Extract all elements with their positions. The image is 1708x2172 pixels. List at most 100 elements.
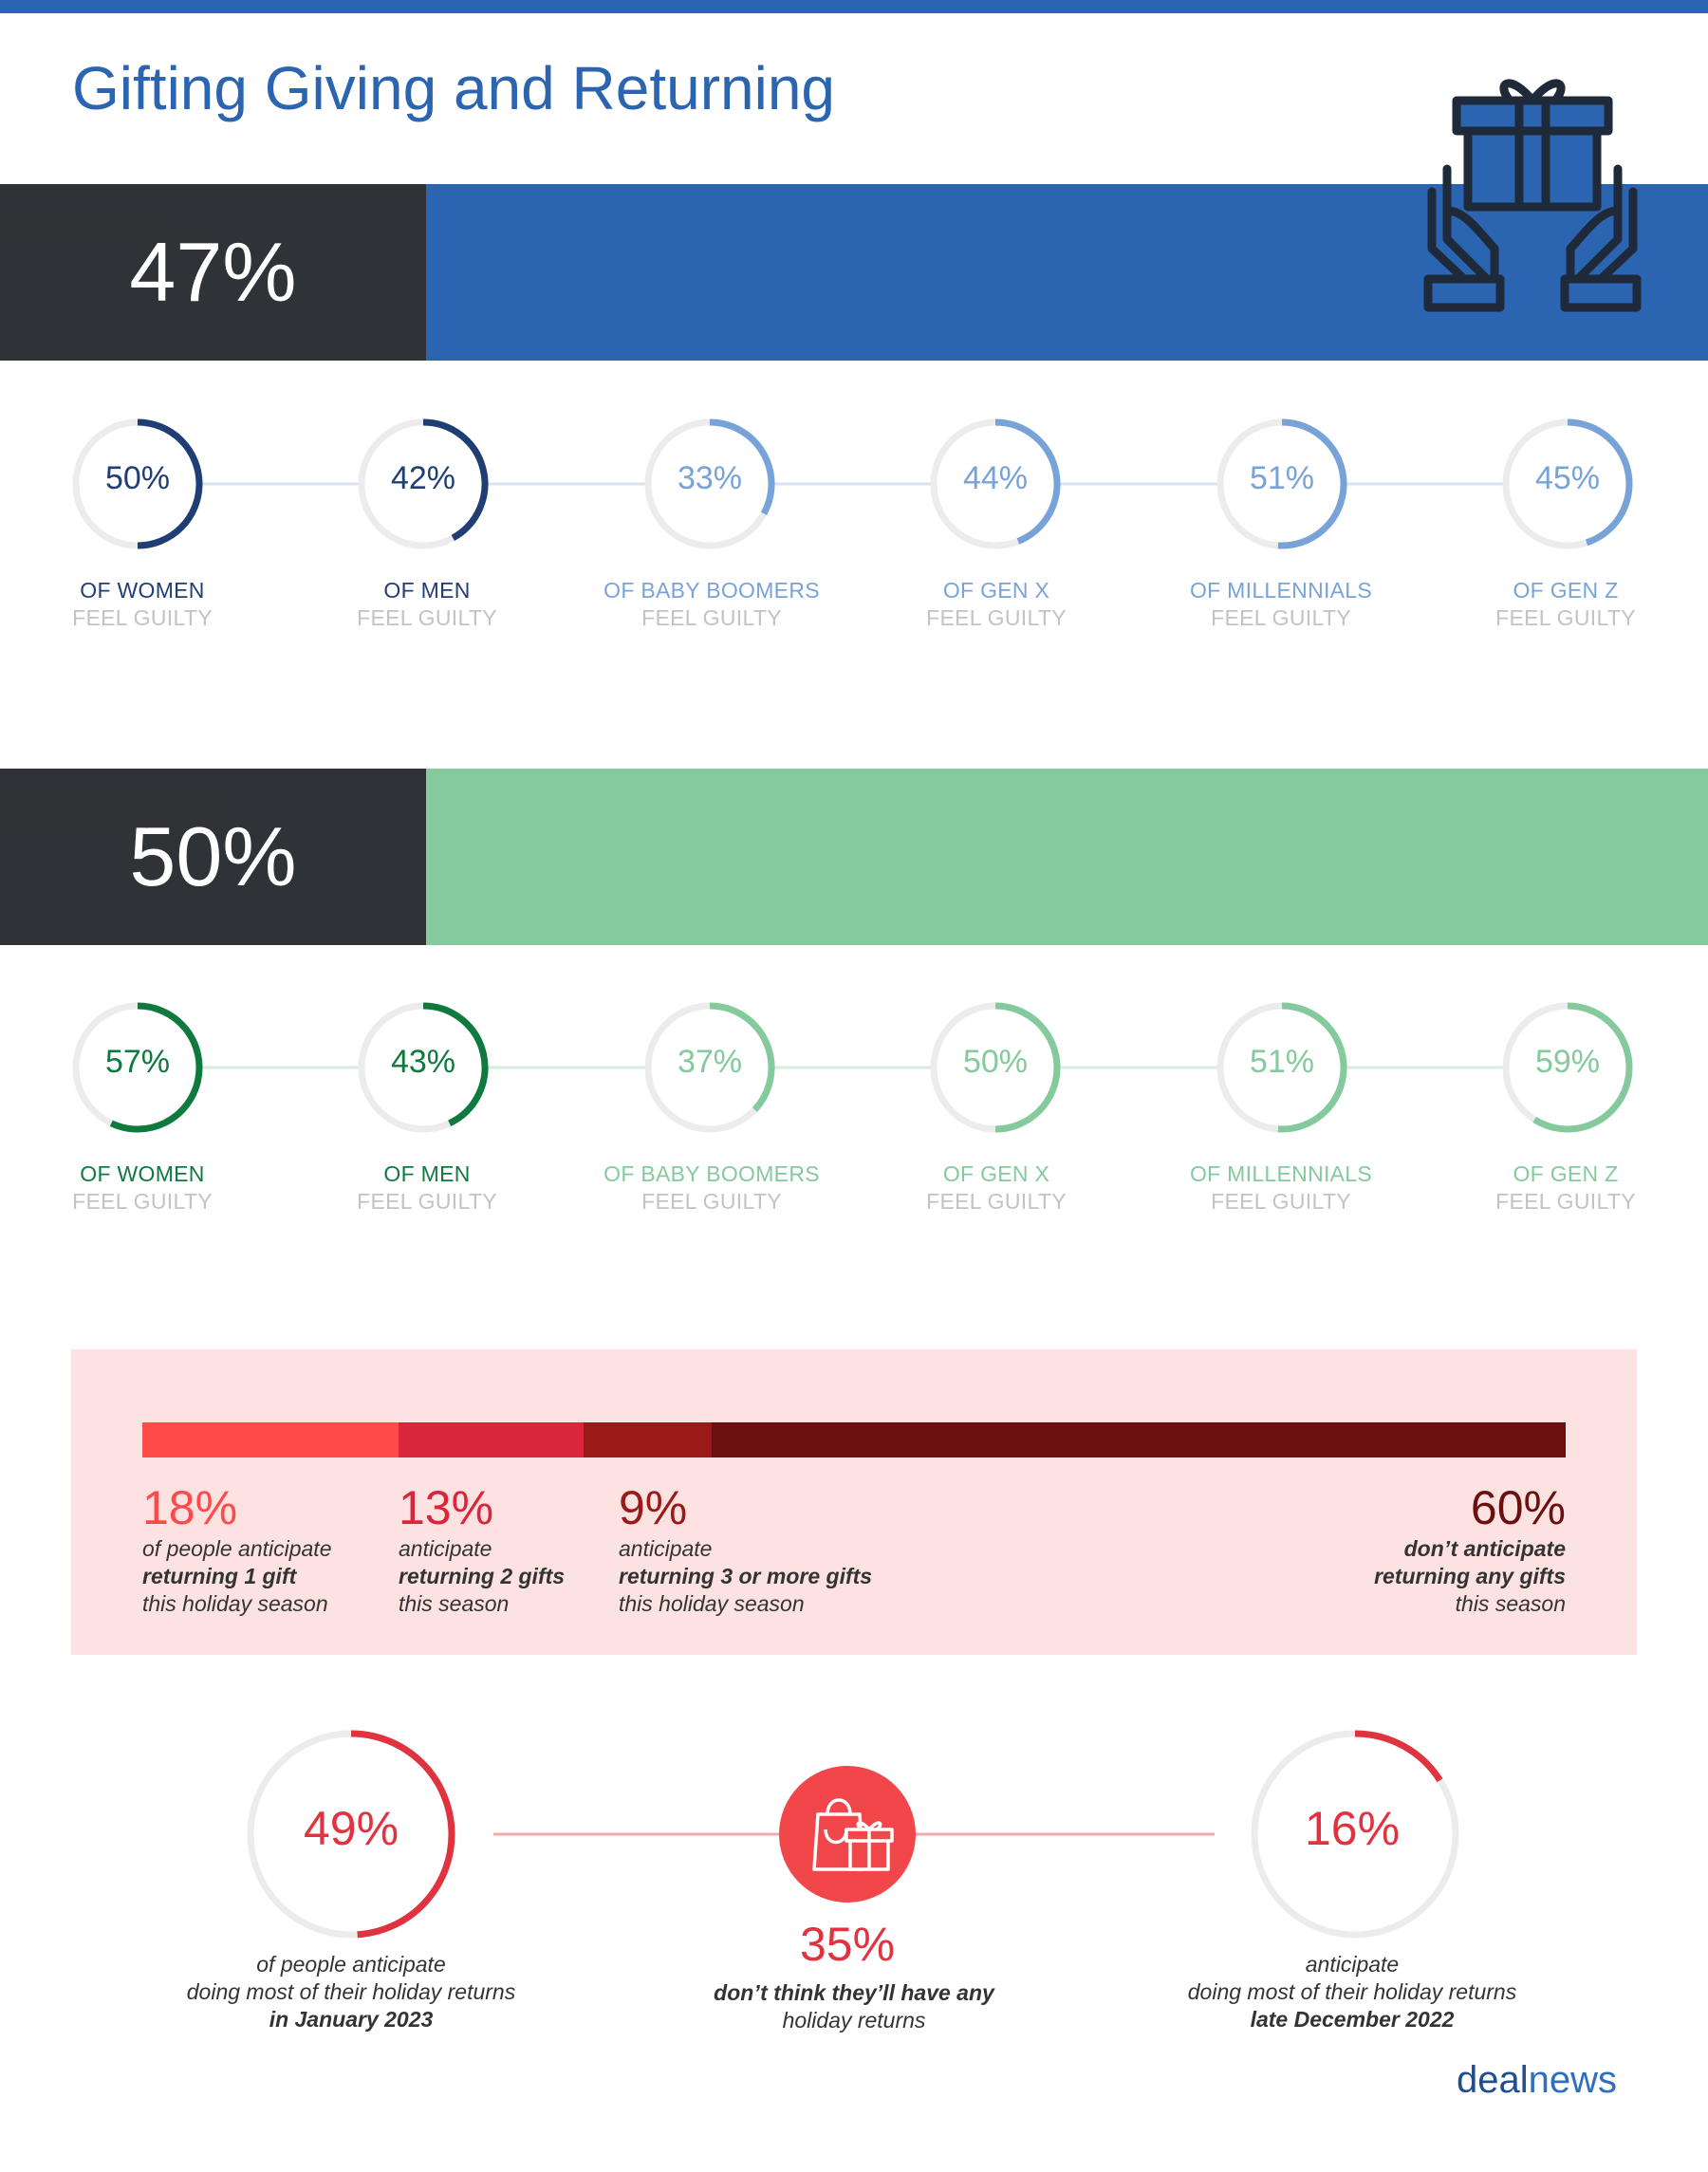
bar-segment-1	[399, 1422, 584, 1457]
donut-arc-4	[1277, 418, 1347, 549]
sub-label: FEEL GUILTY	[357, 1189, 497, 1214]
donut-value-men: 43%	[390, 1044, 456, 1080]
stat-percent: 13%	[399, 1481, 494, 1534]
donut-backdrop	[931, 419, 1060, 548]
stat-desc-line-2: returning gifts from a loved one	[0, 228, 210, 244]
stat-return-1: 18% of people anticipate returning 1 gif…	[142, 1480, 332, 1618]
stat-caption-a: anticipate	[399, 1536, 492, 1561]
stat-return-3: 9% anticipate returning 3 or more gifts …	[619, 1480, 872, 1618]
category-label: OF GEN Z	[1513, 1161, 1619, 1186]
top-accent-bar	[0, 0, 1708, 13]
returns-count-panel	[71, 1349, 1637, 1655]
donut-label-genx: OF GEN X FEEL GUILTY	[873, 577, 1120, 632]
stat-band-dark-panel	[0, 184, 426, 361]
sub-label: FEEL GUILTY	[926, 1189, 1067, 1214]
category-label: OF MILLENNIALS	[1189, 578, 1373, 603]
donut-label-women: OF WOMEN FEEL GUILTY	[19, 577, 266, 632]
stat-caption-c: this holiday season	[142, 1591, 328, 1616]
stat-caption-a: of people anticipate	[142, 1536, 332, 1561]
donut-value-boomers: 37%	[677, 1044, 743, 1080]
donut-value-genz: 45%	[1534, 460, 1601, 496]
donut-backdrop	[1503, 419, 1632, 548]
stat-caption-c: this holiday season	[619, 1591, 805, 1616]
stat-big-percent: 47%	[129, 225, 297, 319]
logo-part-deal: deal	[1457, 2059, 1529, 2101]
caption-line: doing most of their holiday returns	[1187, 1979, 1517, 2004]
gift-in-hands-icon	[1423, 79, 1642, 312]
timing-value-january: 49%	[303, 1802, 399, 1855]
caption-line: holiday returns	[782, 2008, 926, 2033]
stat-band-description: of Americans feel guilty returning gifts…	[0, 211, 210, 387]
hide-donut-chart	[72, 1002, 1633, 1133]
caption-line: doing most of their holiday returns	[186, 1979, 516, 2004]
category-label: OF BABY BOOMERS	[603, 578, 820, 603]
timing-donut-arc-2	[1354, 1730, 1443, 1783]
category-label: OF GEN X	[942, 578, 1050, 603]
donut-label-genz: OF GEN Z FEEL GUILTY	[1442, 577, 1689, 632]
returns-stacked-bar	[142, 1422, 1566, 1457]
donut-label-women: OF WOMEN FEEL GUILTY	[19, 1160, 266, 1216]
stat-desc-line-1: try to hide that they returned a gift	[0, 795, 228, 811]
category-label: OF GEN X	[942, 1161, 1050, 1186]
donut-value-millennials: 51%	[1249, 460, 1315, 496]
donut-arc-1	[422, 418, 489, 542]
dealnews-logo[interactable]: dealnews	[1457, 2059, 1617, 2102]
gift-bow	[856, 1821, 882, 1831]
stat-return-none: 60% don’t anticipate returning any gifts…	[1374, 1480, 1566, 1618]
donut-arc-3	[994, 1002, 1061, 1133]
sub-label: FEEL GUILTY	[1211, 605, 1351, 630]
donut-value-boomers: 33%	[677, 460, 743, 496]
bar-segment-0	[142, 1422, 399, 1457]
donut-backdrop	[645, 419, 774, 548]
guilty-donut-chart	[72, 418, 1633, 549]
caption-line: anticipate	[1305, 1952, 1400, 1977]
donut-label-millennials: OF MILLENNIALS FEEL GUILTY	[1158, 577, 1404, 632]
stat-percent: 60%	[1470, 1481, 1566, 1534]
caption-line: in January 2023	[269, 2007, 434, 2032]
stat-band-dark-panel	[0, 769, 426, 945]
stat-desc-line-2: from the person who gave it to them	[0, 812, 243, 828]
stat-caption-a: don’t anticipate	[1403, 1536, 1566, 1561]
sub-label: FEEL GUILTY	[1495, 1189, 1636, 1214]
category-label: OF BABY BOOMERS	[603, 1161, 820, 1186]
bag-handle	[826, 1798, 852, 1815]
donut-label-millennials: OF MILLENNIALS FEEL GUILTY	[1158, 1160, 1404, 1216]
timing-value-none: 35%	[799, 1918, 896, 1971]
donut-backdrop	[645, 1003, 774, 1132]
caption-line: don’t think they’ll have any	[714, 1980, 994, 2005]
category-label: OF WOMEN	[80, 1161, 205, 1186]
sub-label: FEEL GUILTY	[926, 605, 1067, 630]
sub-label: FEEL GUILTY	[72, 1189, 213, 1214]
sub-label: FEEL GUILTY	[357, 605, 497, 630]
donut-backdrop	[73, 1003, 202, 1132]
stat-band-hide: 50%	[0, 769, 1708, 945]
donut-label-genz: OF GEN Z FEEL GUILTY	[1442, 1160, 1689, 1216]
donut-value-genx: 50%	[962, 1044, 1029, 1080]
timing-donut-arc-0	[350, 1730, 455, 1939]
donut-backdrop	[931, 1003, 1060, 1132]
page-title: Gifting Giving and Returning	[72, 54, 835, 122]
donut-label-boomers: OF BABY BOOMERS FEEL GUILTY	[588, 577, 835, 632]
caption-line: late December 2022	[1250, 2007, 1455, 2032]
stat-band-description: try to hide that they returned a gift fr…	[0, 795, 242, 972]
donut-arc-4	[1277, 1002, 1347, 1133]
donut-value-women: 50%	[104, 460, 171, 496]
donut-backdrop	[359, 419, 488, 548]
donut-label-boomers: OF BABY BOOMERS FEEL GUILTY	[588, 1160, 835, 1216]
donut-arc-2	[709, 418, 775, 515]
donut-value-millennials: 51%	[1249, 1044, 1315, 1080]
stat-desc-line-1: of Americans feel guilty	[0, 211, 157, 227]
hide-donut-row: 57% 43% 37% 50% 51% 59% OF WOMEN FEEL GU…	[0, 1001, 1708, 1219]
donut-value-genx: 44%	[962, 460, 1029, 496]
donut-arc-5	[1567, 418, 1633, 547]
donut-value-genz: 59%	[1534, 1044, 1601, 1080]
donut-value-women: 57%	[104, 1044, 171, 1080]
timing-caption-december: anticipate doing most of their holiday r…	[1143, 1951, 1561, 2033]
category-label: OF WOMEN	[80, 578, 205, 603]
category-label: OF MILLENNIALS	[1189, 1161, 1373, 1186]
bar-segment-2	[584, 1422, 712, 1457]
sub-label: FEEL GUILTY	[1495, 605, 1636, 630]
donut-label-genx: OF GEN X FEEL GUILTY	[873, 1160, 1120, 1216]
timing-caption-january: of people anticipate doing most of their…	[142, 1951, 560, 2033]
logo-part-news: news	[1528, 2059, 1618, 2101]
